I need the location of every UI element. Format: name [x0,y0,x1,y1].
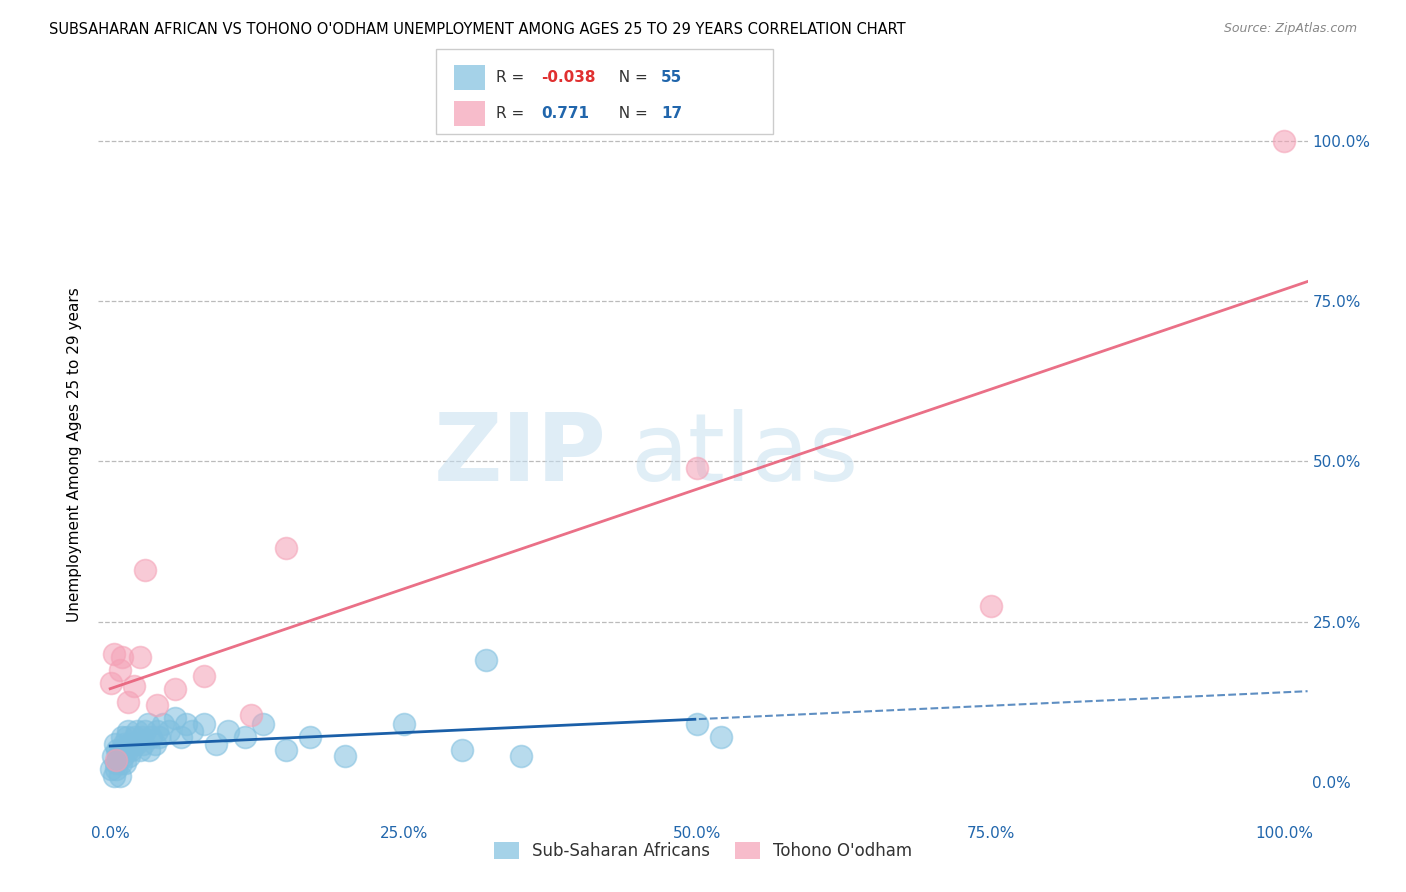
Point [122,679,145,693]
Point [111,650,134,665]
Point [143,737,166,751]
Point [138,743,160,757]
Point [134,563,156,577]
Text: ZIP: ZIP [433,409,606,501]
Point [169,730,191,744]
Text: R =: R = [496,70,530,85]
Point [122,737,145,751]
Point [101,749,124,764]
Point [104,737,127,751]
Point [128,650,150,665]
Point [114,756,136,770]
Point [105,756,128,770]
Point [392,717,415,731]
Point [112,749,135,764]
Point [117,743,139,757]
Text: 0.771: 0.771 [541,105,589,120]
Point [100,675,122,690]
Point [240,707,263,722]
Point [134,723,156,738]
Text: SUBSAHARAN AFRICAN VS TOHONO O'ODHAM UNEMPLOYMENT AMONG AGES 25 TO 29 YEARS CORR: SUBSAHARAN AFRICAN VS TOHONO O'ODHAM UNE… [49,22,905,37]
Text: N =: N = [609,70,652,85]
Point [131,730,153,744]
Point [333,749,356,764]
Point [103,647,125,661]
Point [181,723,204,738]
Point [276,541,298,555]
Point [510,749,533,764]
Point [157,723,180,738]
Point [124,730,146,744]
Point [451,743,474,757]
Point [112,737,135,751]
Point [475,653,498,667]
Point [117,695,139,709]
Point [132,737,155,751]
Text: 17: 17 [661,105,682,120]
Point [146,723,169,738]
Text: R =: R = [496,105,530,120]
Point [110,756,132,770]
Text: Source: ZipAtlas.com: Source: ZipAtlas.com [1223,22,1357,36]
Point [136,717,159,731]
Point [204,737,226,751]
Point [115,730,138,744]
Point [105,762,128,776]
Point [193,669,215,683]
Point [217,723,239,738]
Point [120,743,142,757]
Point [111,730,134,744]
Point [252,717,274,731]
Point [108,769,131,783]
Legend: Sub-Saharan Africans, Tohono O'odham: Sub-Saharan Africans, Tohono O'odham [486,836,920,867]
Point [127,723,149,738]
Point [276,743,298,757]
Point [146,698,169,713]
Point [176,717,198,731]
Point [1272,134,1295,148]
Text: 55: 55 [661,70,682,85]
Point [163,682,186,697]
Point [141,730,163,744]
Point [111,743,134,757]
Point [117,723,139,738]
Point [120,737,142,751]
Point [152,717,174,731]
Point [100,762,122,776]
Text: N =: N = [609,105,652,120]
Point [710,730,733,744]
Point [980,599,1002,613]
Text: -0.038: -0.038 [541,70,596,85]
Point [686,717,709,731]
Point [686,460,709,475]
Point [298,730,321,744]
Point [105,753,128,767]
Point [107,749,129,764]
Point [108,663,131,677]
Point [118,749,141,764]
Text: atlas: atlas [630,409,859,501]
Point [105,743,128,757]
Point [148,730,170,744]
Point [233,730,256,744]
Point [163,711,186,725]
Point [128,743,150,757]
Y-axis label: Unemployment Among Ages 25 to 29 years: Unemployment Among Ages 25 to 29 years [67,287,83,623]
Point [193,717,215,731]
Point [125,737,148,751]
Point [103,769,125,783]
